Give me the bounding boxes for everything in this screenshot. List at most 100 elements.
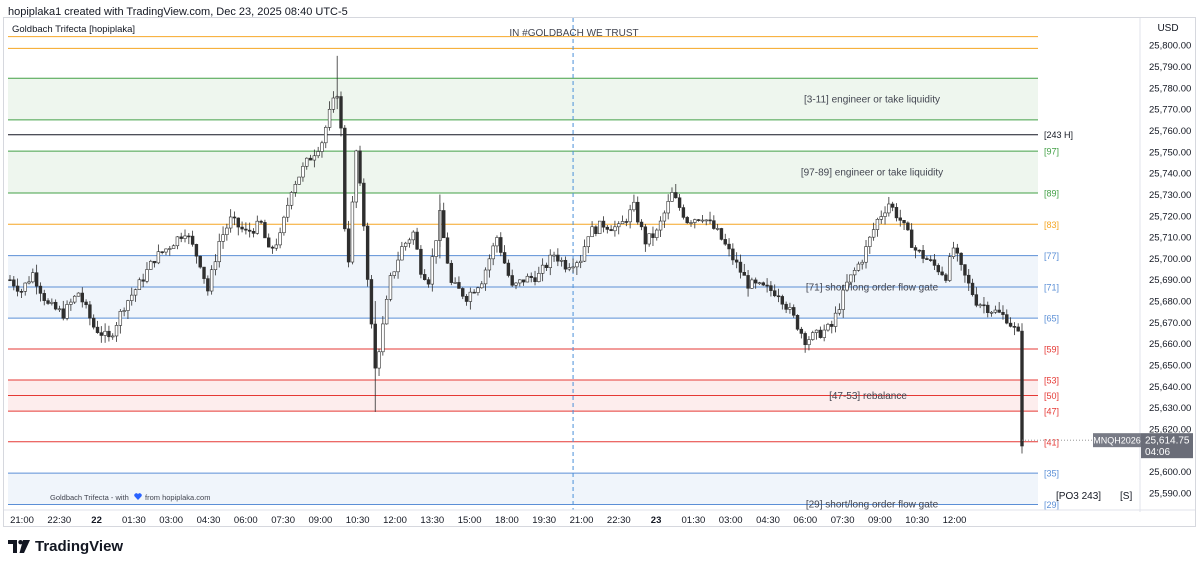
indicator-title[interactable]: Goldbach Trifecta [hopiplaka] <box>12 24 135 35</box>
candle-body[interactable] <box>647 233 651 245</box>
candle-body[interactable] <box>628 209 632 223</box>
candle-body[interactable] <box>42 293 46 301</box>
candle-body[interactable] <box>350 201 355 263</box>
candle-body[interactable] <box>457 282 461 289</box>
candle-body[interactable] <box>430 256 435 285</box>
candle-body[interactable] <box>898 217 902 221</box>
candle-body[interactable] <box>902 220 906 224</box>
candle-body[interactable] <box>1020 330 1024 447</box>
candle-body[interactable] <box>928 259 933 261</box>
candle-body[interactable] <box>753 279 758 284</box>
candle-body[interactable] <box>263 222 267 239</box>
candle-body[interactable] <box>578 260 583 263</box>
candle-body[interactable] <box>1016 326 1020 332</box>
candle-body[interactable] <box>206 278 210 292</box>
candle-body[interactable] <box>483 269 488 285</box>
candle-body[interactable] <box>936 265 941 273</box>
candle-body[interactable] <box>727 243 731 250</box>
candle-body[interactable] <box>396 259 400 273</box>
candle-body[interactable] <box>594 226 598 234</box>
candle-body[interactable] <box>590 226 594 238</box>
candle-body[interactable] <box>476 287 480 293</box>
candle-body[interactable] <box>913 247 918 251</box>
candle-body[interactable] <box>575 262 579 268</box>
candle-body[interactable] <box>384 299 389 325</box>
candle-body[interactable] <box>57 308 62 311</box>
candle-body[interactable] <box>122 310 126 312</box>
candle-body[interactable] <box>963 264 967 276</box>
candle-body[interactable] <box>293 184 298 193</box>
candle-body[interactable] <box>670 192 674 202</box>
candle-body[interactable] <box>871 229 876 238</box>
candle-body[interactable] <box>757 282 762 285</box>
candle-body[interactable] <box>251 230 256 234</box>
candle-body[interactable] <box>442 210 446 239</box>
candle-body[interactable] <box>544 264 549 268</box>
candle-body[interactable] <box>111 335 115 338</box>
candle-body[interactable] <box>959 252 963 265</box>
candle-body[interactable] <box>114 325 119 337</box>
candle-body[interactable] <box>103 330 107 336</box>
candle-body[interactable] <box>719 228 724 240</box>
candle-body[interactable] <box>643 226 648 245</box>
candle-body[interactable] <box>217 241 221 263</box>
candle-body[interactable] <box>320 142 324 152</box>
candle-body[interactable] <box>343 127 347 230</box>
candle-body[interactable] <box>141 279 145 282</box>
candle-body[interactable] <box>491 245 495 260</box>
candle-body[interactable] <box>837 309 842 314</box>
candle-body[interactable] <box>525 275 530 283</box>
candle-body[interactable] <box>133 289 138 296</box>
candle-body[interactable] <box>72 295 77 303</box>
candle-body[interactable] <box>860 261 864 265</box>
candle-body[interactable] <box>978 304 982 307</box>
candle-body[interactable] <box>339 96 343 129</box>
candle-body[interactable] <box>190 235 195 245</box>
candle-body[interactable] <box>464 296 469 302</box>
candle-body[interactable] <box>986 304 990 313</box>
candle-body[interactable] <box>308 157 313 161</box>
candle-body[interactable] <box>50 301 54 304</box>
candle-body[interactable] <box>948 256 952 281</box>
candle-body[interactable] <box>636 201 640 223</box>
candle-body[interactable] <box>567 267 571 270</box>
candle-body[interactable] <box>704 219 708 222</box>
candle-body[interactable] <box>761 282 765 286</box>
candle-body[interactable] <box>434 240 438 257</box>
candle-body[interactable] <box>852 270 857 276</box>
candle-body[interactable] <box>651 233 655 238</box>
candle-body[interactable] <box>571 266 575 269</box>
candle-body[interactable] <box>917 249 921 252</box>
candle-body[interactable] <box>617 223 621 228</box>
candle-body[interactable] <box>274 244 279 249</box>
candle-body[interactable] <box>795 314 800 330</box>
candle-body[interactable] <box>84 301 88 306</box>
candle-body[interactable] <box>944 274 948 281</box>
candle-body[interactable] <box>289 192 294 206</box>
candle-body[interactable] <box>601 220 606 228</box>
candle-body[interactable] <box>495 237 499 247</box>
candle-body[interactable] <box>563 259 568 270</box>
candle-body[interactable] <box>91 317 96 328</box>
candle-body[interactable] <box>879 216 883 220</box>
candle-body[interactable] <box>453 282 457 284</box>
candle-body[interactable] <box>202 266 206 279</box>
candle-body[interactable] <box>780 296 785 305</box>
candle-body[interactable] <box>906 222 910 231</box>
candle-body[interactable] <box>807 339 811 346</box>
candle-body[interactable] <box>818 329 823 338</box>
candle-body[interactable] <box>826 323 830 331</box>
candle-body[interactable] <box>792 307 796 316</box>
candle-body[interactable] <box>156 251 161 264</box>
candle-body[interactable] <box>769 285 773 291</box>
candle-body[interactable] <box>80 292 84 303</box>
candle-body[interactable] <box>198 255 202 268</box>
candle-body[interactable] <box>468 291 473 302</box>
candle-body[interactable] <box>449 262 454 283</box>
candle-body[interactable] <box>19 291 24 293</box>
candle-body[interactable] <box>392 271 396 276</box>
candle-body[interactable] <box>773 290 777 297</box>
candle-body[interactable] <box>521 279 526 283</box>
candle-body[interactable] <box>746 275 750 289</box>
candle-body[interactable] <box>419 248 423 275</box>
